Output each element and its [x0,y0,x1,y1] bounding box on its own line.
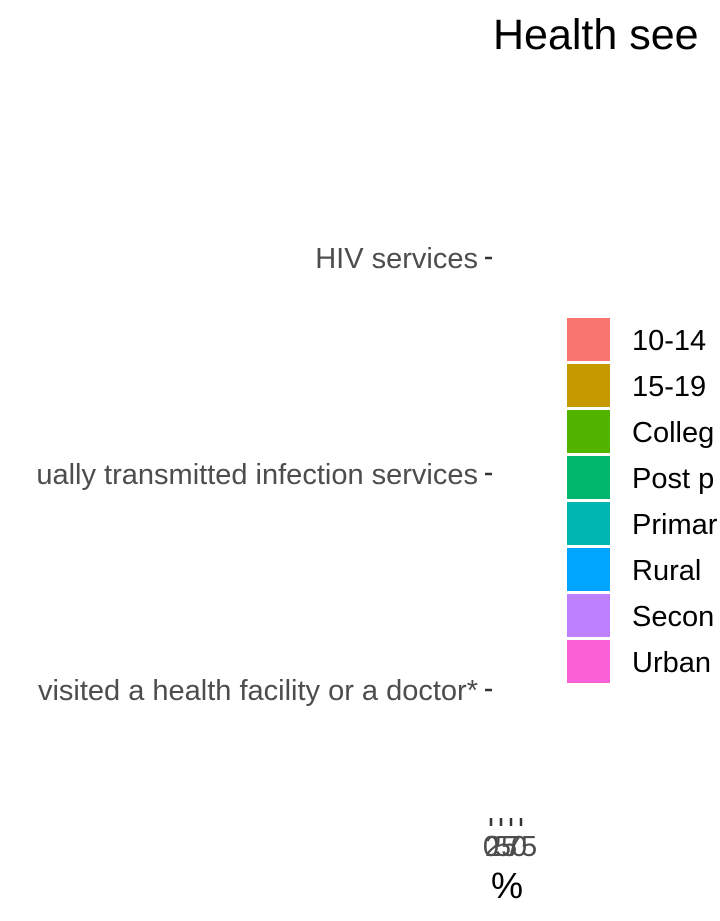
legend-swatch [567,548,610,591]
x-tick-label: 25 [485,831,517,863]
legend-label: Secon [632,601,714,633]
chart-title: Health see [493,11,699,59]
legend-label: Colleg [632,417,714,449]
legend-swatch [567,594,610,637]
legend-swatch [567,456,610,499]
y-tick-label: visited a health facility or a doctor* [38,675,478,707]
y-tick-label: HIV services [315,243,478,275]
x-tick-label: 75 [505,831,537,863]
x-tick-label: 0 [483,831,499,863]
x-axis-title: % [491,865,523,906]
legend-swatch [567,364,610,407]
legend-label: Post p [632,463,714,495]
legend-swatch [567,318,610,361]
x-tick-label: 50 [495,831,527,863]
legend-label: Rural [632,555,701,587]
legend-swatch [567,640,610,683]
legend-label: Primar [632,509,718,541]
legend-swatch [567,410,610,453]
y-axis: HIV services ually transmitted infection … [36,243,492,707]
legend: 10-14 15-19 Colleg Post p Primar Rural Secon Ur… [567,318,718,683]
legend-swatch [567,502,610,545]
legend-label: 10-14 [632,325,706,357]
y-tick-label: ually transmitted infection services [36,459,478,491]
legend-label: 15-19 [632,371,706,403]
legend-label: Urban [632,647,711,679]
